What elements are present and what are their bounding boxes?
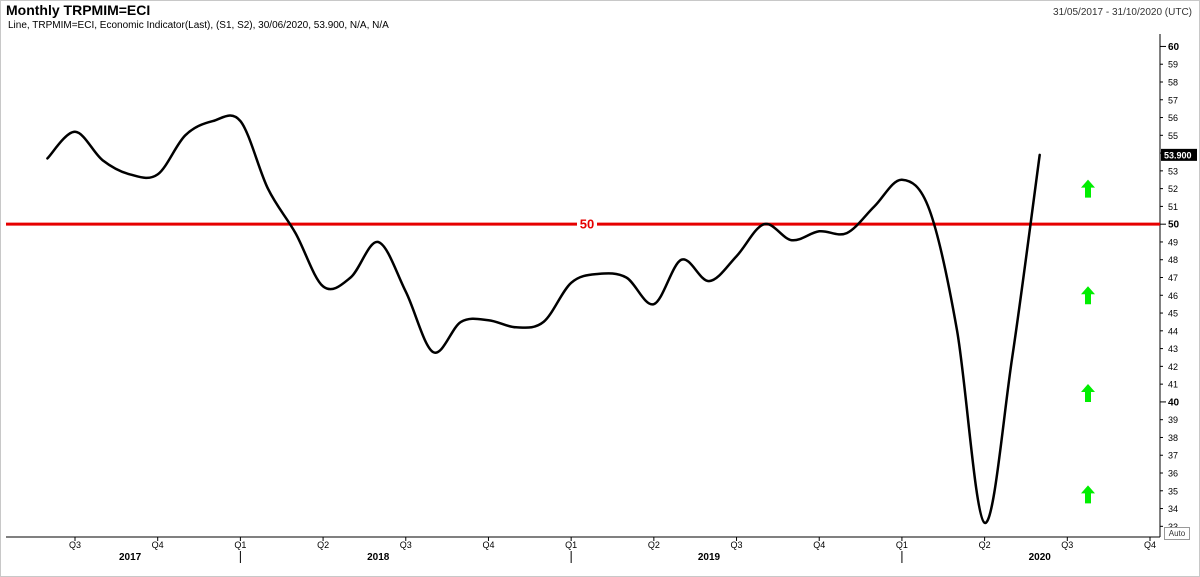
last-value-box	[1161, 148, 1197, 161]
y-axis-ticks: 33 34 35 36 37 38 39 40 41 42 43 44 45 46 47 48 49 50 51 52…	[1160, 42, 1197, 532]
y-tick-label: 50	[1168, 220, 1180, 231]
x-quarter-label: Q1	[896, 540, 908, 550]
up-arrow-icon	[1081, 384, 1095, 403]
axes	[6, 34, 1161, 538]
y-tick-label: 42	[1168, 362, 1178, 372]
x-quarter-label: Q4	[152, 540, 164, 550]
x-quarter-label: Q4	[813, 540, 825, 550]
up-arrow-icon	[1081, 179, 1095, 198]
y-tick-label: 35	[1168, 486, 1178, 496]
y-tick-label: 36	[1168, 469, 1178, 479]
series-group	[46, 114, 1041, 525]
y-tick-label: 59	[1168, 60, 1178, 70]
x-quarter-label: Q2	[648, 540, 660, 550]
y-tick-label: 43	[1168, 344, 1178, 354]
y-tick-label: 49	[1168, 237, 1178, 247]
auto-scale-button[interactable]: Auto	[1164, 527, 1190, 540]
date-range: 31/05/2017 - 31/10/2020 (UTC)	[1053, 7, 1192, 18]
chart-title: Monthly TRPMIM=ECI	[6, 2, 151, 18]
x-quarter-label: Q3	[400, 540, 412, 550]
y-tick-label: 52	[1168, 184, 1178, 194]
y-tick-label: 37	[1168, 451, 1178, 461]
series-line	[46, 114, 1041, 525]
y-tick-label: 51	[1168, 202, 1178, 212]
up-arrow-icon	[1081, 485, 1095, 504]
last-value-label: 53.900	[1164, 150, 1192, 160]
y-tick-label: 58	[1168, 77, 1178, 87]
x-quarter-label: Q3	[69, 540, 81, 550]
x-quarter-label: Q2	[317, 540, 329, 550]
x-quarter-label: Q4	[482, 540, 494, 550]
y-tick-label: 45	[1168, 309, 1178, 319]
series-description: Line, TRPMIM=ECI, Economic Indicator(Las…	[8, 20, 389, 31]
x-year-label: 2018	[367, 552, 390, 563]
reference-line-group: 50	[6, 217, 1160, 232]
signal-arrows-group	[1081, 179, 1095, 504]
x-quarter-label: Q3	[1061, 540, 1073, 550]
y-tick-label: 46	[1168, 291, 1178, 301]
y-tick-label: 55	[1168, 131, 1178, 141]
x-quarter-label: Q4	[1144, 540, 1156, 550]
x-quarter-label: Q3	[731, 540, 743, 550]
y-tick-label: 33	[1168, 522, 1178, 532]
y-tick-label: 57	[1168, 95, 1178, 105]
y-tick-label: 34	[1168, 504, 1178, 514]
y-tick-label: 60	[1168, 42, 1180, 53]
y-tick-label: 44	[1168, 326, 1178, 336]
y-tick-label: 56	[1168, 113, 1178, 123]
y-tick-label: 48	[1168, 255, 1178, 265]
y-tick-label: 39	[1168, 415, 1178, 425]
x-quarter-label: Q2	[979, 540, 991, 550]
reference-line-label: 50	[580, 217, 594, 232]
y-tick-label: 40	[1168, 397, 1180, 408]
x-year-label: 2019	[698, 552, 721, 563]
x-quarter-label: Q1	[565, 540, 577, 550]
x-year-label: 2017	[119, 552, 142, 563]
reference-label-bg	[577, 217, 597, 232]
y-tick-label: 41	[1168, 380, 1178, 390]
y-tick-label: 38	[1168, 433, 1178, 443]
x-axis-ticks: Q3 Q4 Q1 Q2 Q3 Q4 Q1 Q2 Q3 Q4 Q1 Q2 Q3 Q4 2017 2018 2019…	[69, 537, 1156, 563]
x-year-label: 2020	[1029, 552, 1052, 563]
x-quarter-label: Q1	[234, 540, 246, 550]
y-tick-label: 53	[1168, 166, 1178, 176]
y-tick-label: 47	[1168, 273, 1178, 283]
up-arrow-icon	[1081, 286, 1095, 305]
